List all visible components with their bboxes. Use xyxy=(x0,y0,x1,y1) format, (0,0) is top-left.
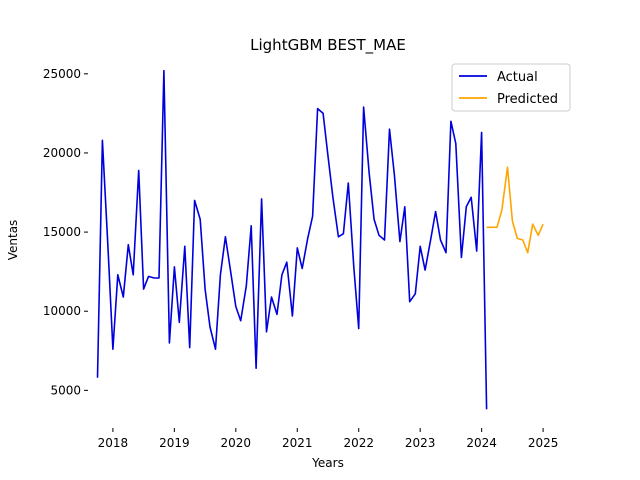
x-tick-label: 2024 xyxy=(466,436,497,450)
legend: Actual Predicted xyxy=(451,63,571,112)
y-tick-label: 25000 xyxy=(43,67,81,81)
series-line-actual xyxy=(96,69,488,410)
x-tick-label: 2019 xyxy=(159,436,190,450)
x-tick-label: 2020 xyxy=(221,436,252,450)
y-axis-ticks: 5000 10000 15000 20000 25000 xyxy=(43,67,88,397)
legend-label-predicted: Predicted xyxy=(497,92,558,107)
y-axis-label: Ventas xyxy=(6,220,20,261)
y-tick-label: 20000 xyxy=(43,146,81,160)
x-tick-label: 2025 xyxy=(528,436,559,450)
x-axis-ticks: 2018 2019 2020 2021 2022 2023 2024 2025 xyxy=(98,428,559,450)
x-tick-label: 2023 xyxy=(405,436,436,450)
x-tick-label: 2022 xyxy=(343,436,374,450)
y-tick-label: 10000 xyxy=(43,304,81,318)
x-tick-label: 2021 xyxy=(282,436,313,450)
x-tick-label: 2018 xyxy=(98,436,129,450)
series-group xyxy=(96,69,544,410)
y-tick-label: 5000 xyxy=(50,383,81,397)
x-axis-label: Years xyxy=(311,456,344,470)
legend-label-actual: Actual xyxy=(497,70,538,85)
y-tick-label: 15000 xyxy=(43,225,81,239)
chart-title: LightGBM BEST_MAE xyxy=(250,36,406,55)
series-line-predicted xyxy=(486,166,544,254)
